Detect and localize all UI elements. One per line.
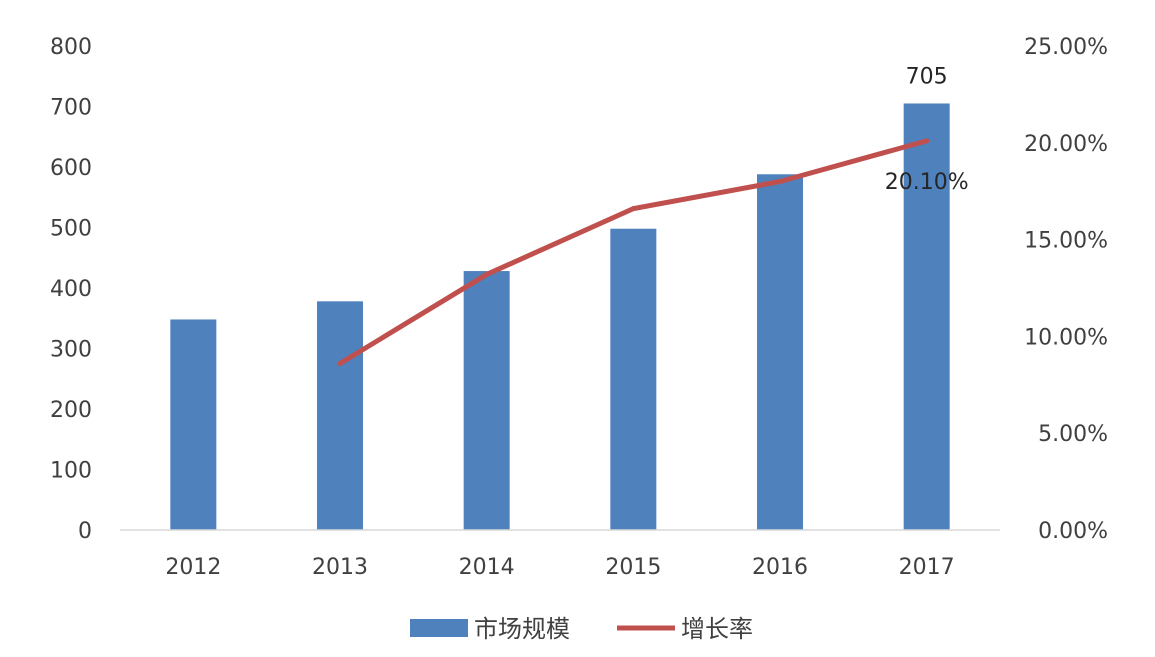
growth-rate-point-2016 (777, 179, 783, 185)
left-y-tick-label: 100 (50, 459, 92, 484)
left-y-tick-label: 200 (50, 398, 92, 423)
growth-rate-point-2015 (630, 206, 636, 212)
right-y-tick-label: 15.00% (1024, 229, 1108, 254)
x-tick-label: 2013 (312, 555, 368, 580)
bar-2014 (463, 271, 510, 530)
bar-series (170, 103, 950, 530)
data-label-growth-rate: 20.10% (885, 170, 969, 195)
growth-rate-point-2017 (924, 138, 930, 144)
bar-2012 (170, 319, 217, 530)
bar-2013 (317, 301, 363, 530)
legend: 市场规模 增长率 (410, 615, 753, 643)
bar-2015 (610, 228, 657, 530)
legend-swatch-market-size (410, 619, 468, 637)
right-y-tick-label: 20.00% (1024, 132, 1108, 157)
right-y-axis: 0.00% 5.00% 10.00% 15.00% 20.00% 25.00% (1024, 35, 1108, 544)
legend-label-market-size: 市场规模 (474, 615, 570, 643)
right-y-tick-label: 5.00% (1038, 422, 1108, 447)
left-y-tick-label: 600 (50, 156, 92, 181)
legend-label-growth-rate: 增长率 (681, 615, 753, 643)
bar-2017 (903, 103, 950, 530)
left-y-axis: 0 100 200 300 400 500 600 700 800 (50, 35, 92, 544)
x-tick-label: 2012 (165, 555, 221, 580)
right-y-tick-label: 25.00% (1024, 35, 1108, 60)
left-y-tick-label: 500 (50, 217, 92, 242)
line-series (337, 138, 930, 367)
x-tick-label: 2016 (752, 555, 808, 580)
data-label-market-size: 705 (906, 64, 948, 89)
x-tick-label: 2017 (899, 555, 955, 580)
growth-rate-point-2014 (484, 271, 490, 277)
left-y-tick-label: 700 (50, 96, 92, 121)
x-tick-label: 2014 (459, 555, 515, 580)
left-y-tick-label: 300 (50, 338, 92, 363)
x-axis: 2012 2013 2014 2015 2016 2017 (165, 555, 954, 580)
right-y-tick-label: 10.00% (1024, 325, 1108, 350)
right-y-tick-label: 0.00% (1038, 519, 1108, 544)
data-labels: 705 20.10% (885, 64, 969, 194)
x-tick-label: 2015 (605, 555, 661, 580)
left-y-tick-label: 800 (50, 35, 92, 60)
bar-2016 (757, 174, 803, 530)
left-y-tick-label: 0 (78, 519, 92, 544)
growth-rate-point-2013 (337, 361, 343, 367)
left-y-tick-label: 400 (50, 277, 92, 302)
